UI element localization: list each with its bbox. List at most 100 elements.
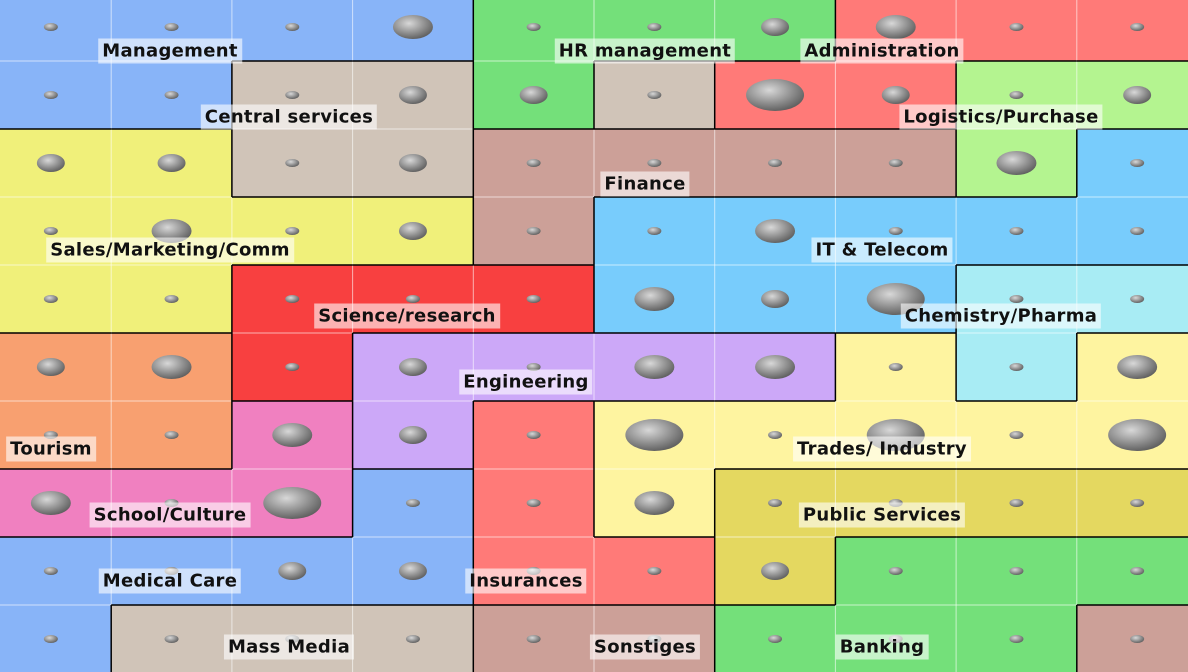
region-label: Insurances xyxy=(465,568,587,594)
node-dot xyxy=(1130,635,1145,643)
node-dot xyxy=(647,23,662,31)
node-dot xyxy=(1009,499,1024,507)
node-dot xyxy=(1009,431,1024,439)
node-dot xyxy=(526,499,541,507)
node-dot xyxy=(526,363,541,371)
node-dot xyxy=(768,499,783,507)
node-dot xyxy=(392,15,433,39)
node-dot xyxy=(761,562,790,580)
node-dot xyxy=(285,363,300,371)
node-dot xyxy=(157,154,186,172)
node-dot xyxy=(36,358,65,376)
region-label: School/Culture xyxy=(89,502,251,528)
node-dot xyxy=(526,431,541,439)
node-dot xyxy=(875,15,916,39)
region-label: HR management xyxy=(554,38,736,64)
node-dot xyxy=(526,635,541,643)
node-dot xyxy=(164,431,179,439)
node-dot xyxy=(164,635,179,643)
node-dot xyxy=(1130,567,1145,575)
node-dot xyxy=(761,290,790,308)
node-dot xyxy=(888,567,903,575)
node-dot xyxy=(285,227,300,235)
node-dot xyxy=(634,491,675,515)
node-dot xyxy=(405,499,420,507)
node-dot xyxy=(398,154,427,172)
node-dot xyxy=(755,355,796,379)
node-dot xyxy=(36,154,65,172)
node-dot xyxy=(881,86,910,104)
node-dot xyxy=(888,363,903,371)
region-label: Trades/ Industry xyxy=(793,436,971,462)
region-label: Banking xyxy=(835,634,929,660)
node-dot xyxy=(43,227,58,235)
cell xyxy=(1076,0,1188,62)
region-label: Tourism xyxy=(6,436,96,462)
node-dot xyxy=(405,295,420,303)
node-dot xyxy=(398,358,427,376)
node-dot xyxy=(151,355,192,379)
node-dot xyxy=(526,159,541,167)
node-dot xyxy=(526,227,541,235)
node-dot xyxy=(768,635,783,643)
node-dot xyxy=(1009,91,1024,99)
node-dot xyxy=(398,562,427,580)
node-dot xyxy=(398,86,427,104)
region-label: Administration xyxy=(800,38,964,64)
node-dot xyxy=(285,295,300,303)
region-label: Finance xyxy=(600,171,690,197)
node-dot xyxy=(405,635,420,643)
region-label: Science/research xyxy=(314,303,500,329)
node-dot xyxy=(278,562,307,580)
region-label: Sales/Marketing/Comm xyxy=(46,237,294,263)
node-dot xyxy=(1130,23,1145,31)
node-dot xyxy=(1009,635,1024,643)
node-dot xyxy=(43,91,58,99)
cell xyxy=(0,0,112,62)
node-dot xyxy=(43,23,58,31)
node-dot xyxy=(1009,567,1024,575)
node-dot xyxy=(272,423,313,447)
node-dot xyxy=(768,159,783,167)
node-dot xyxy=(151,219,192,243)
node-dot xyxy=(761,18,790,36)
node-dot xyxy=(1009,363,1024,371)
node-dot xyxy=(263,487,322,519)
node-dot xyxy=(1130,295,1145,303)
node-dot xyxy=(526,23,541,31)
node-dot xyxy=(1108,419,1167,451)
node-dot xyxy=(164,91,179,99)
node-dot xyxy=(30,491,71,515)
node-dot xyxy=(625,419,684,451)
region-label: Sonstiges xyxy=(589,634,701,660)
node-dot xyxy=(768,431,783,439)
node-dot xyxy=(1009,23,1024,31)
region-label: IT & Telecom xyxy=(811,237,953,263)
node-dot xyxy=(1009,227,1024,235)
node-dot xyxy=(164,23,179,31)
node-dot xyxy=(888,227,903,235)
node-dot xyxy=(1130,499,1145,507)
node-dot xyxy=(1123,86,1152,104)
region-label: Central services xyxy=(200,104,378,130)
node-dot xyxy=(43,295,58,303)
node-dot xyxy=(746,79,805,111)
node-dot xyxy=(398,222,427,240)
region-label: Management xyxy=(98,38,242,64)
node-dot xyxy=(647,91,662,99)
node-dot xyxy=(285,159,300,167)
node-dot xyxy=(1009,295,1024,303)
node-dot xyxy=(647,159,662,167)
node-dot xyxy=(647,567,662,575)
region-label: Logistics/Purchase xyxy=(899,104,1103,130)
region-label: Chemistry/Pharma xyxy=(900,303,1102,329)
node-dot xyxy=(519,86,548,104)
region-label: Mass Media xyxy=(223,634,355,660)
node-dot xyxy=(996,151,1037,175)
node-dot xyxy=(634,287,675,311)
node-dot xyxy=(398,426,427,444)
node-dot xyxy=(164,295,179,303)
node-dot xyxy=(755,219,796,243)
node-dot xyxy=(285,91,300,99)
